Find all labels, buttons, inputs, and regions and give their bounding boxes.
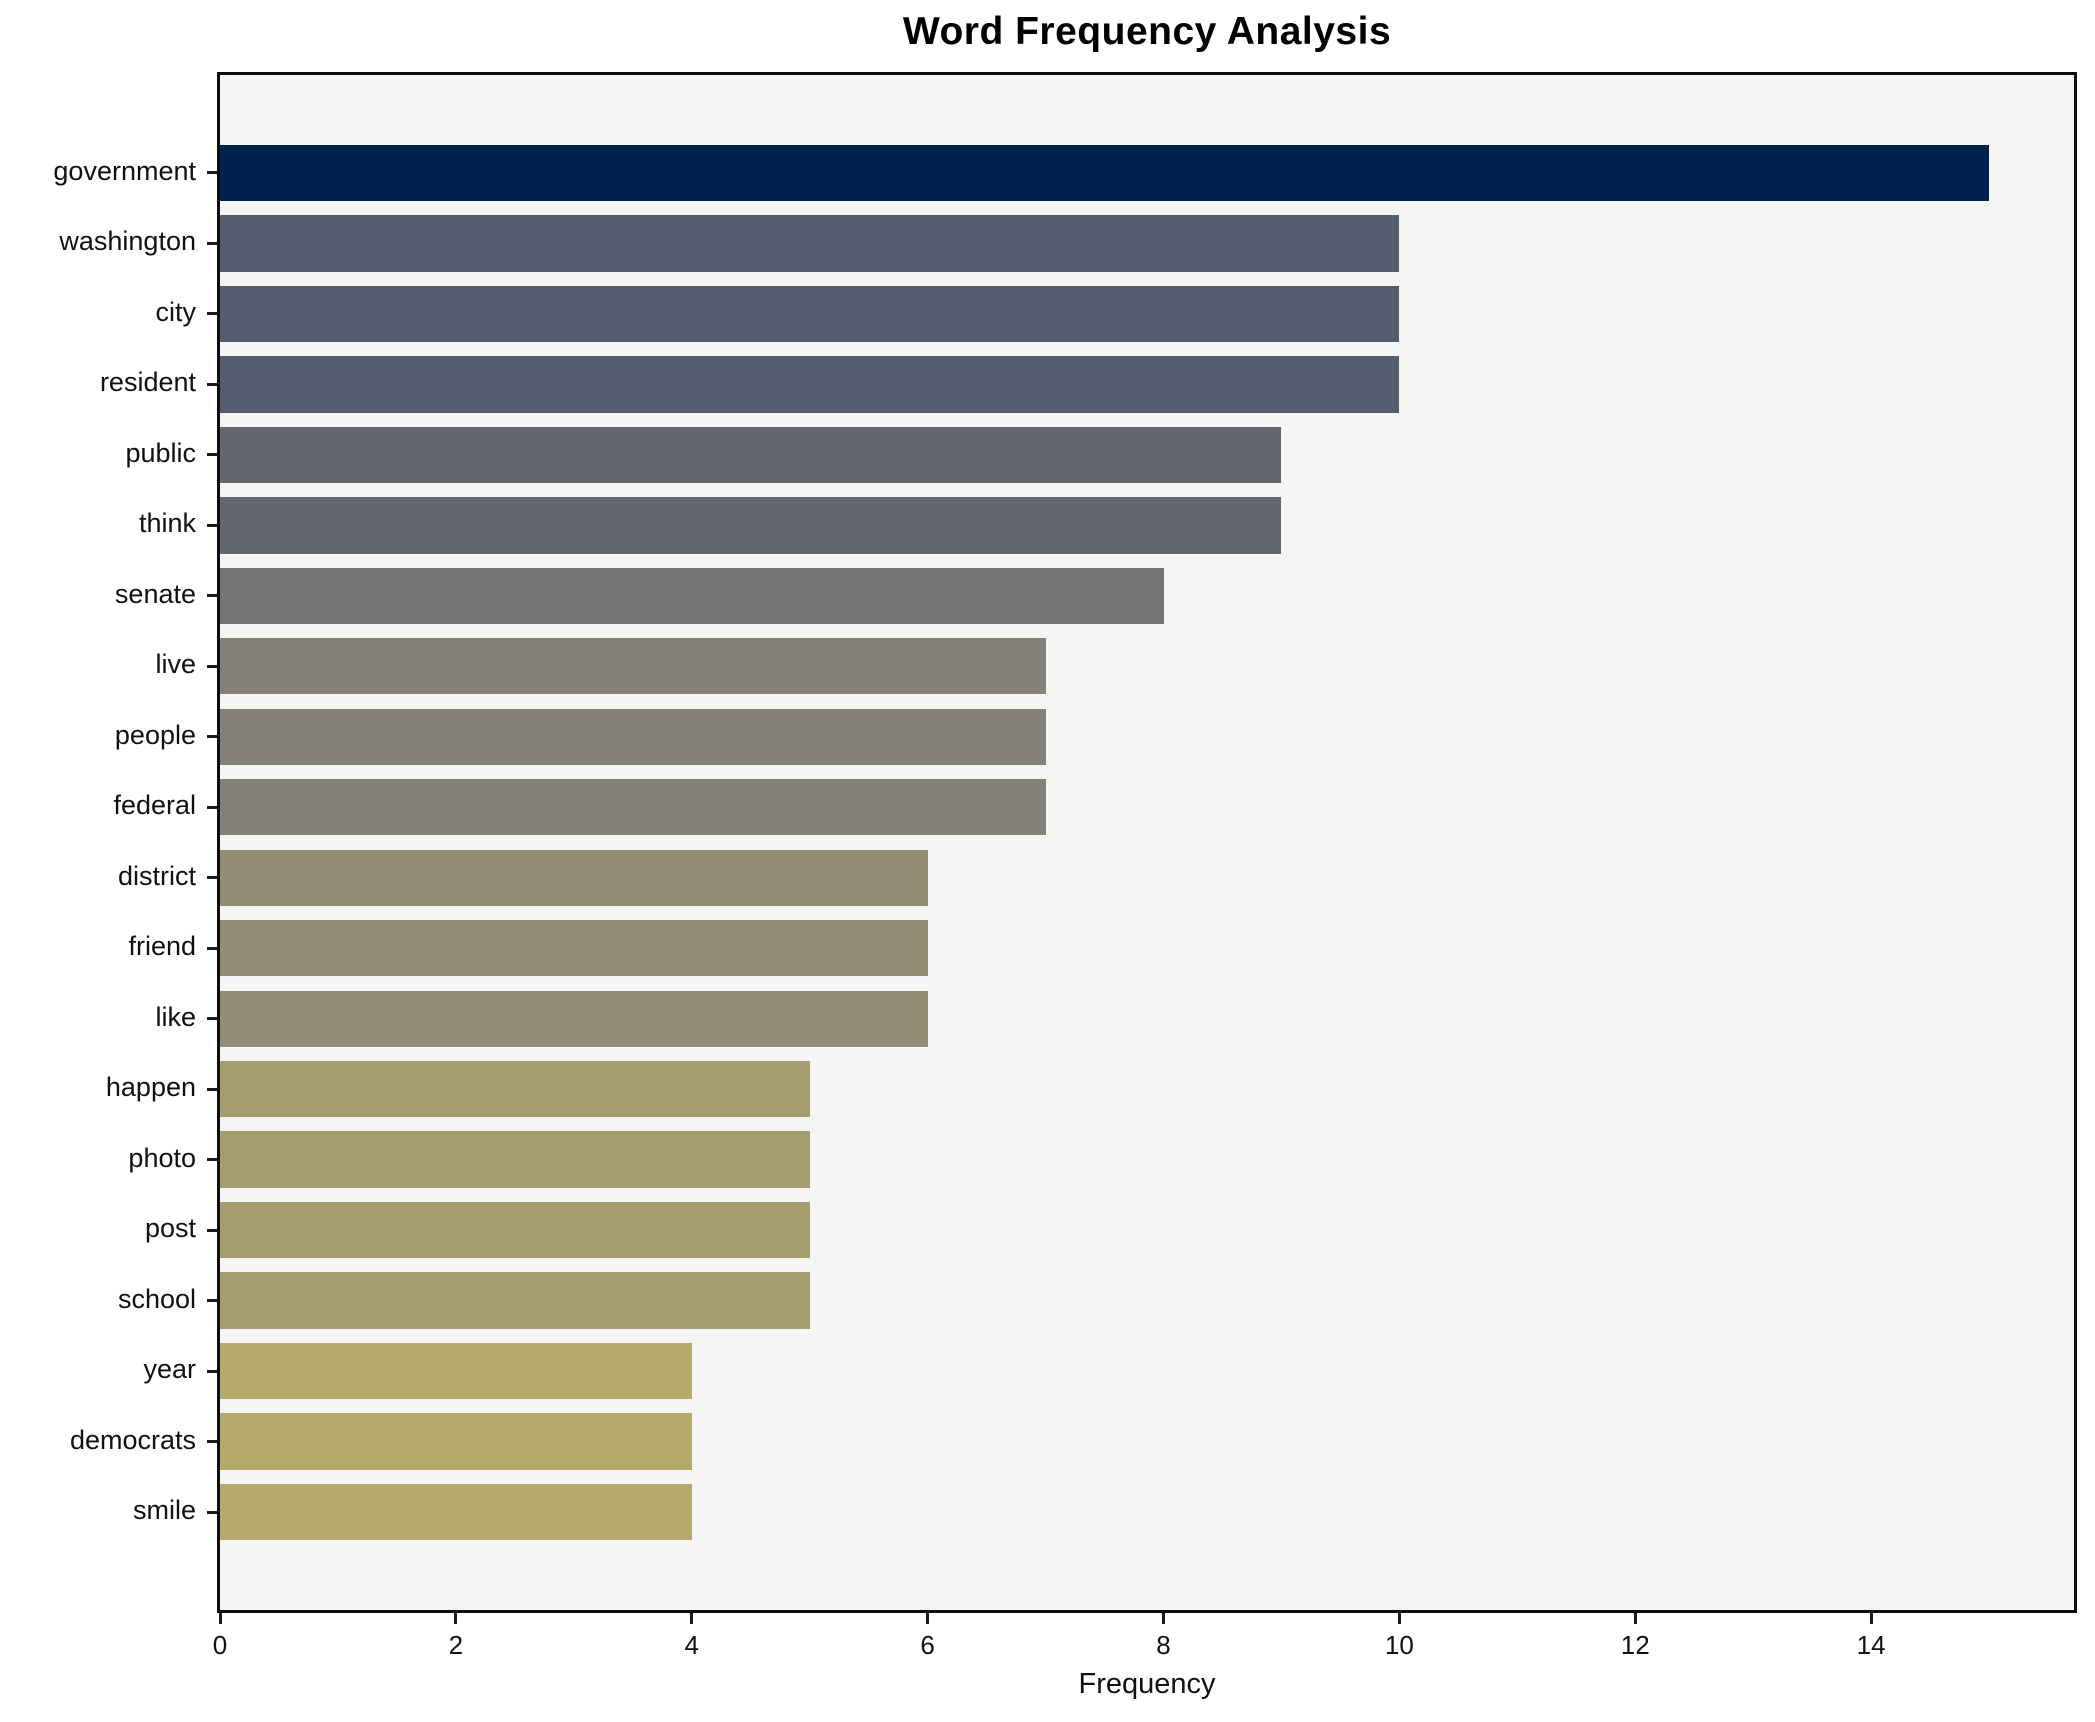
y-tick-label-like: like — [155, 1001, 196, 1032]
bar-democrats — [220, 1413, 692, 1470]
y-tick-label-think: think — [138, 508, 196, 539]
bar-people — [220, 708, 1046, 765]
bar-friend — [220, 920, 928, 977]
x-tick-label-8: 8 — [1156, 1630, 1171, 1660]
bar-live — [220, 638, 1046, 695]
y-tick-mark — [207, 1228, 217, 1232]
x-tick-mark — [1162, 1613, 1165, 1624]
bar-happen — [220, 1060, 810, 1118]
x-tick-label-12: 12 — [1620, 1630, 1650, 1660]
x-tick-label-14: 14 — [1856, 1630, 1886, 1660]
y-tick-label-people: people — [114, 719, 196, 750]
y-tick-mark — [207, 664, 217, 668]
bar-like — [220, 990, 928, 1047]
y-tick-mark — [207, 382, 217, 386]
bar-federal — [220, 779, 1046, 836]
y-tick-mark — [207, 523, 217, 527]
y-tick-mark — [207, 946, 217, 950]
x-tick-mark — [1869, 1613, 1873, 1624]
bar-think — [220, 497, 1282, 554]
bar-year — [220, 1342, 692, 1400]
y-tick-label-resident: resident — [99, 367, 196, 398]
y-tick-label-washington: washington — [59, 226, 196, 257]
y-tick-mark — [207, 805, 217, 809]
y-tick-label-federal: federal — [113, 790, 196, 821]
x-tick-label-6: 6 — [920, 1630, 935, 1660]
y-tick-mark — [207, 1299, 217, 1303]
x-tick-mark — [1397, 1613, 1401, 1624]
y-tick-mark — [207, 453, 217, 457]
y-tick-mark — [207, 1369, 217, 1373]
y-tick-mark — [207, 1510, 217, 1514]
x-tick-label-4: 4 — [684, 1630, 699, 1660]
y-tick-mark — [207, 1017, 217, 1021]
y-tick-label-friend: friend — [128, 931, 196, 962]
chart-title: Word Frequency Analysis — [902, 10, 1392, 53]
bar-senate — [220, 567, 1164, 624]
x-tick-mark — [1633, 1613, 1637, 1624]
x-axis-label: Frequency — [1078, 1668, 1216, 1700]
y-tick-label-democrats: democrats — [69, 1424, 196, 1455]
y-tick-mark — [207, 1158, 217, 1162]
x-tick-mark — [454, 1613, 458, 1624]
x-tick-mark — [218, 1613, 222, 1624]
y-tick-label-district: district — [117, 860, 196, 891]
y-tick-label-photo: photo — [128, 1142, 196, 1173]
y-tick-label-senate: senate — [114, 578, 196, 609]
y-tick-label-live: live — [155, 649, 196, 680]
y-tick-label-school: school — [117, 1283, 196, 1314]
bar-public — [220, 426, 1282, 484]
y-tick-mark — [207, 1440, 217, 1444]
y-tick-mark — [207, 241, 217, 245]
y-tick-label-year: year — [143, 1354, 196, 1385]
y-tick-label-smile: smile — [132, 1495, 196, 1526]
y-tick-label-public: public — [125, 437, 196, 468]
bar-washington — [220, 215, 1400, 272]
y-tick-mark — [207, 876, 217, 880]
y-tick-label-city: city — [155, 296, 197, 327]
y-tick-mark — [207, 594, 217, 598]
x-tick-mark — [926, 1613, 930, 1624]
x-tick-label-0: 0 — [212, 1630, 228, 1660]
y-tick-label-happen: happen — [105, 1072, 196, 1103]
y-tick-label-government: government — [53, 155, 196, 186]
bar-post — [220, 1201, 810, 1259]
y-tick-mark — [207, 1087, 217, 1091]
y-tick-mark — [207, 312, 217, 316]
y-tick-label-post: post — [144, 1213, 196, 1244]
x-tick-label-2: 2 — [448, 1630, 464, 1660]
bar-district — [220, 849, 928, 906]
bar-photo — [220, 1131, 810, 1188]
y-tick-mark — [207, 171, 217, 175]
bar-city — [220, 285, 1400, 343]
bar-resident — [220, 356, 1400, 413]
bar-government — [220, 144, 1990, 202]
bar-school — [220, 1272, 810, 1329]
x-tick-mark — [690, 1613, 694, 1624]
y-tick-mark — [207, 735, 217, 739]
bar-smile — [220, 1483, 692, 1541]
x-tick-label-10: 10 — [1384, 1630, 1414, 1660]
